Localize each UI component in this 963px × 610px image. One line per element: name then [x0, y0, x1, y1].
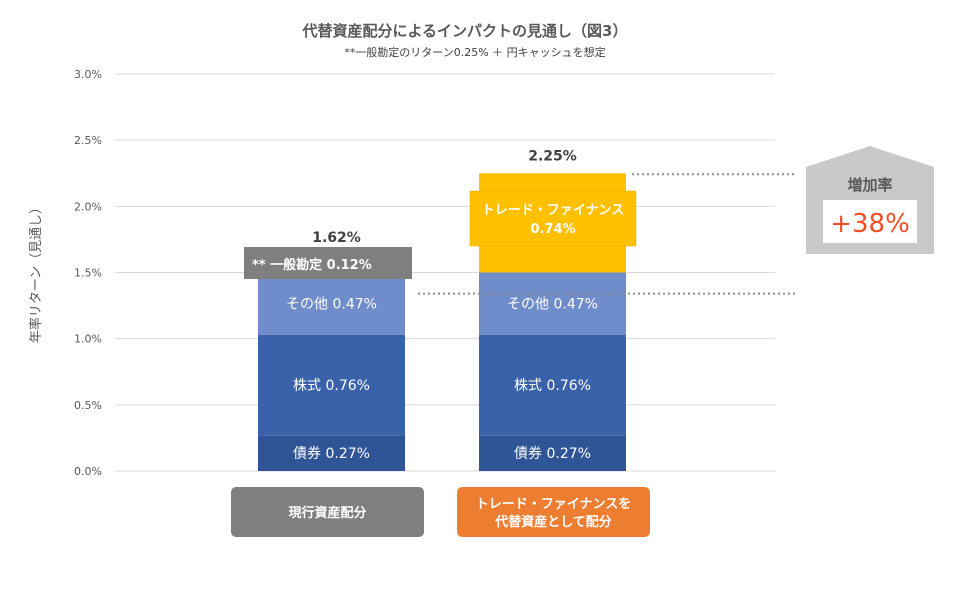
segment-label: 債券 0.27% — [514, 446, 591, 462]
trade-finance-label: トレード・ファイナンス 0.74% — [469, 190, 637, 247]
y-tick-label: 0.5% — [74, 399, 102, 412]
y-tick-label: 1.5% — [74, 267, 102, 280]
increase-rate-value: +38% — [830, 209, 910, 239]
segment-label: 債券 0.27% — [293, 446, 370, 462]
bar-segment — [258, 435, 405, 471]
label-box — [469, 190, 637, 247]
category-label: トレード・ファイナンスを — [476, 497, 631, 512]
bar-segment — [258, 272, 405, 335]
chart-subtitle: **一般勘定のリターン0.25% ＋ 円キャッシュを想定 — [344, 45, 605, 59]
segment-label: その他 0.47% — [286, 297, 377, 313]
y-tick-label: 1.0% — [74, 333, 102, 346]
y-tick-label: 2.5% — [74, 134, 102, 147]
total-label: 1.62% — [312, 230, 361, 246]
total-label: 2.25% — [528, 148, 577, 164]
chart-title: 代替資産配分によるインパクトの見通し（図3） — [302, 22, 628, 40]
category-box — [231, 487, 424, 537]
bar-segment — [258, 334, 405, 436]
category-label: 代替資産として配分 — [494, 514, 612, 530]
general-account-label: ** 一般勘定 0.12% — [244, 247, 412, 279]
bar-segment — [479, 334, 626, 436]
category-box — [457, 487, 650, 537]
bar-segment — [479, 272, 626, 335]
increase-rate-title: 増加率 — [847, 176, 892, 194]
bar-segment — [479, 435, 626, 471]
y-tick-label: 3.0% — [74, 68, 102, 81]
category-label-1: 現行資産配分 — [231, 487, 424, 537]
category-label: 現行資産配分 — [288, 505, 366, 521]
y-tick-label: 0.0% — [74, 465, 102, 478]
increase-rate-annotation: 増加率 +38% — [806, 146, 934, 254]
segment-label: 0.74% — [530, 222, 575, 237]
segment-label: 株式 0.76% — [514, 378, 591, 394]
y-tick-label: 2.0% — [74, 200, 102, 213]
label-box — [244, 247, 412, 279]
segment-label: トレード・ファイナンス — [482, 203, 624, 218]
increase-rate-box — [823, 200, 917, 243]
segment-label: ** 一般勘定 0.12% — [252, 257, 372, 273]
segment-label: その他 0.47% — [507, 297, 598, 313]
segment-label: 株式 0.76% — [293, 378, 370, 394]
y-axis-label: 年率リターン（見通し） — [28, 201, 44, 343]
